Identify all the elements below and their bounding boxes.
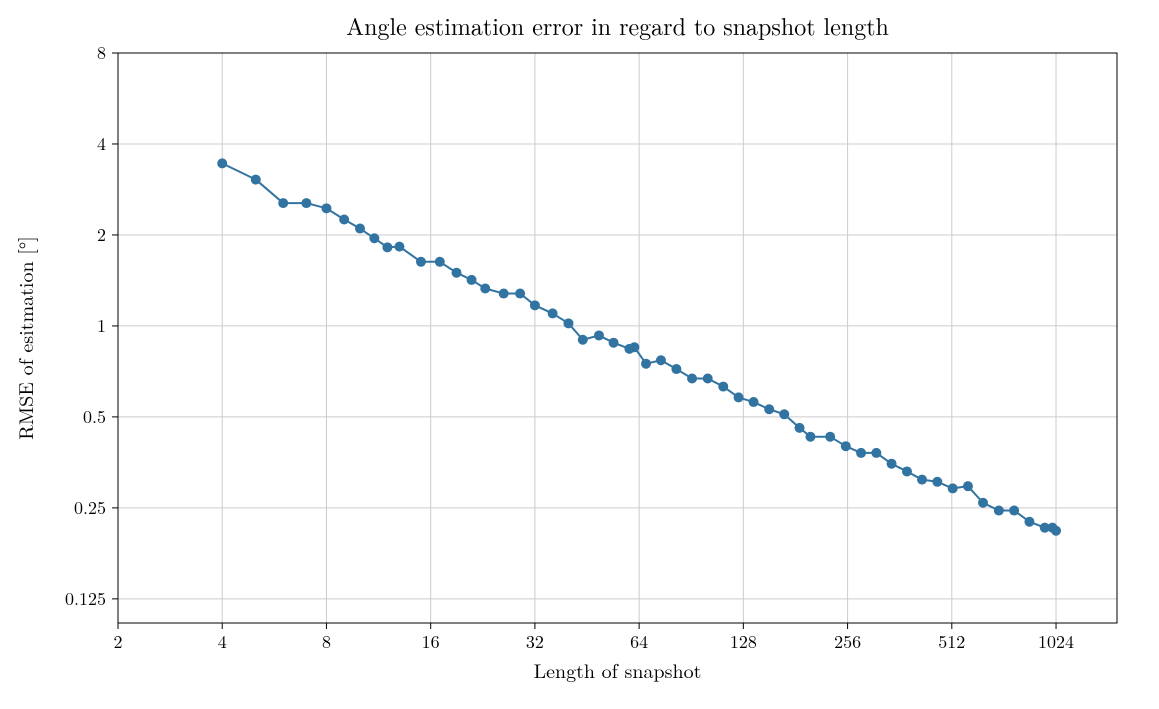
x-tick-label: 32 xyxy=(526,629,544,654)
data-point xyxy=(578,335,588,345)
data-point xyxy=(856,448,866,458)
data-point xyxy=(321,203,331,213)
data-point xyxy=(480,283,490,293)
data-point xyxy=(301,198,311,208)
chart-container: 2 4 8 16 32 64 128 256 512 1024 0.125 0.25 0.5 1 2 4 8 Le… xyxy=(0,0,1159,709)
data-point xyxy=(841,441,851,451)
line-chart: 2 4 8 16 32 64 128 256 512 1024 0.125 0.25 0.5 1 2 4 8 Le… xyxy=(0,0,1159,709)
data-point xyxy=(467,275,477,285)
data-point xyxy=(805,432,815,442)
data-point xyxy=(548,308,558,318)
data-point xyxy=(1051,526,1061,536)
x-tick-label: 64 xyxy=(630,629,648,654)
data-point xyxy=(629,342,639,352)
data-point xyxy=(452,268,462,278)
data-point xyxy=(641,359,651,369)
data-point xyxy=(734,392,744,402)
data-point xyxy=(963,481,973,491)
data-point xyxy=(948,483,958,493)
x-tick-label: 16 xyxy=(422,629,440,654)
data-point xyxy=(656,355,666,365)
data-point xyxy=(499,289,509,299)
data-point xyxy=(887,459,897,469)
data-point xyxy=(563,318,573,328)
data-point xyxy=(871,448,881,458)
data-point xyxy=(749,397,759,407)
x-tick-label: 128 xyxy=(730,629,757,654)
x-tick-label: 2 xyxy=(114,629,123,654)
data-point xyxy=(1009,506,1019,516)
data-point xyxy=(687,373,697,383)
data-point xyxy=(435,257,445,267)
x-tick-label: 8 xyxy=(322,629,331,654)
data-point xyxy=(594,330,604,340)
data-point xyxy=(339,214,349,224)
y-tick-label: 8 xyxy=(97,40,106,65)
data-point xyxy=(671,364,681,374)
data-point xyxy=(609,338,619,348)
data-point xyxy=(278,198,288,208)
x-tick-label: 512 xyxy=(938,629,965,654)
y-tick-label: 2 xyxy=(97,222,106,247)
data-point xyxy=(978,498,988,508)
data-point xyxy=(369,233,379,243)
y-axis-label: RMSE of esitmation [°] xyxy=(10,236,39,440)
data-point xyxy=(795,423,805,433)
data-point xyxy=(779,409,789,419)
data-point xyxy=(718,382,728,392)
data-point xyxy=(382,242,392,252)
y-tick-label: 1 xyxy=(97,313,106,338)
data-point xyxy=(902,466,912,476)
data-point xyxy=(394,242,404,252)
x-axis-label: Length of snapshot xyxy=(534,655,702,684)
data-point xyxy=(355,224,365,234)
data-point xyxy=(530,300,540,310)
data-point xyxy=(217,158,227,168)
x-tick-label: 256 xyxy=(834,629,861,654)
data-point xyxy=(764,404,774,414)
data-point xyxy=(1024,517,1034,527)
data-point xyxy=(515,289,525,299)
chart-title: Angle estimation error in regard to snap… xyxy=(346,8,889,42)
y-tick-label: 0.125 xyxy=(65,586,106,611)
data-point xyxy=(703,373,713,383)
data-point xyxy=(994,506,1004,516)
x-tick-label: 4 xyxy=(218,629,227,654)
data-point xyxy=(825,432,835,442)
data-point xyxy=(917,475,927,485)
data-point xyxy=(416,257,426,267)
x-tick-label: 1024 xyxy=(1038,629,1074,654)
y-tick-label: 0.5 xyxy=(83,404,106,429)
data-point xyxy=(932,477,942,487)
data-point xyxy=(251,175,261,185)
y-tick-label: 4 xyxy=(97,131,106,156)
y-tick-label: 0.25 xyxy=(74,495,106,520)
